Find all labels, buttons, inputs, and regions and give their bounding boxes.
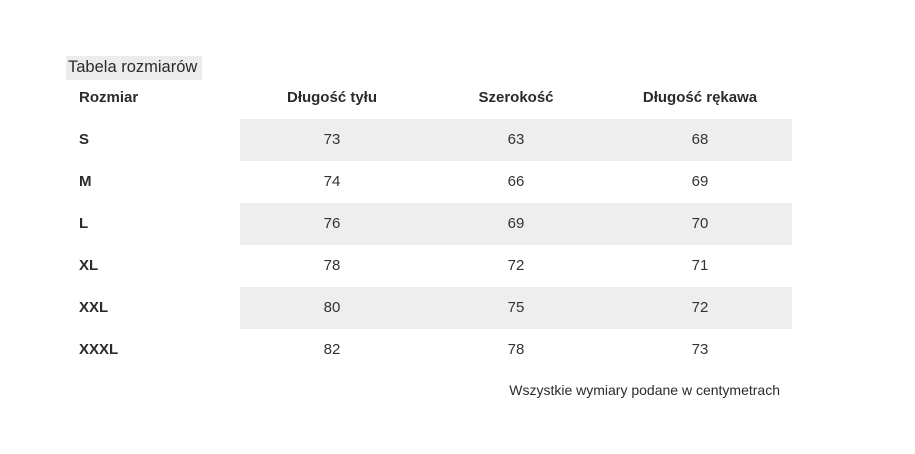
page-title: Tabela rozmiarów bbox=[66, 56, 203, 80]
table-row: S 73 63 68 bbox=[0, 119, 915, 161]
column-header-sleeve-length: Długość rękawa bbox=[642, 89, 758, 106]
value-cell: 78 bbox=[507, 341, 525, 358]
size-cell: M bbox=[79, 173, 92, 190]
table-row: XL 78 72 71 bbox=[0, 245, 915, 287]
size-cell: S bbox=[79, 131, 90, 148]
table-header-row: Rozmiar Długość tyłu Szerokość Długość r… bbox=[0, 89, 915, 107]
units-note: Wszystkie wymiary podane w centymetrach bbox=[509, 382, 780, 398]
value-cell: 82 bbox=[323, 341, 341, 358]
table-row: M 74 66 69 bbox=[0, 161, 915, 203]
header-cells: Długość tyłu Szerokość Długość rękawa bbox=[240, 89, 792, 107]
table-body: S 73 63 68 M 74 66 69 L 76 69 70 XL bbox=[0, 119, 915, 371]
value-cell: 78 bbox=[323, 257, 341, 274]
column-header-size: Rozmiar bbox=[79, 89, 139, 106]
row-cells: 74 66 69 bbox=[240, 161, 792, 203]
value-cell: 72 bbox=[691, 299, 709, 316]
value-cell: 68 bbox=[691, 131, 709, 148]
size-cell: XL bbox=[79, 257, 99, 274]
value-cell: 66 bbox=[507, 173, 525, 190]
column-header-back-length: Długość tyłu bbox=[286, 89, 377, 106]
table-row: L 76 69 70 bbox=[0, 203, 915, 245]
value-cell: 63 bbox=[507, 131, 525, 148]
value-cell: 74 bbox=[323, 173, 341, 190]
value-cell: 75 bbox=[507, 299, 525, 316]
table-row: XXL 80 75 72 bbox=[0, 287, 915, 329]
value-cell: 69 bbox=[507, 215, 525, 232]
row-cells: 78 72 71 bbox=[240, 245, 792, 287]
value-cell: 72 bbox=[507, 257, 525, 274]
row-cells: 76 69 70 bbox=[240, 203, 792, 245]
value-cell: 70 bbox=[691, 215, 709, 232]
value-cell: 73 bbox=[691, 341, 709, 358]
row-cells: 82 78 73 bbox=[240, 329, 792, 371]
row-cells: 80 75 72 bbox=[240, 287, 792, 329]
row-cells: 73 63 68 bbox=[240, 119, 792, 161]
size-cell: XXXL bbox=[79, 341, 119, 358]
table-row: XXXL 82 78 73 bbox=[0, 329, 915, 371]
size-cell: XXL bbox=[79, 299, 109, 316]
value-cell: 71 bbox=[691, 257, 709, 274]
value-cell: 80 bbox=[323, 299, 341, 316]
value-cell: 73 bbox=[323, 131, 341, 148]
size-cell: L bbox=[79, 215, 89, 232]
column-header-width: Szerokość bbox=[478, 89, 554, 106]
value-cell: 69 bbox=[691, 173, 709, 190]
value-cell: 76 bbox=[323, 215, 341, 232]
